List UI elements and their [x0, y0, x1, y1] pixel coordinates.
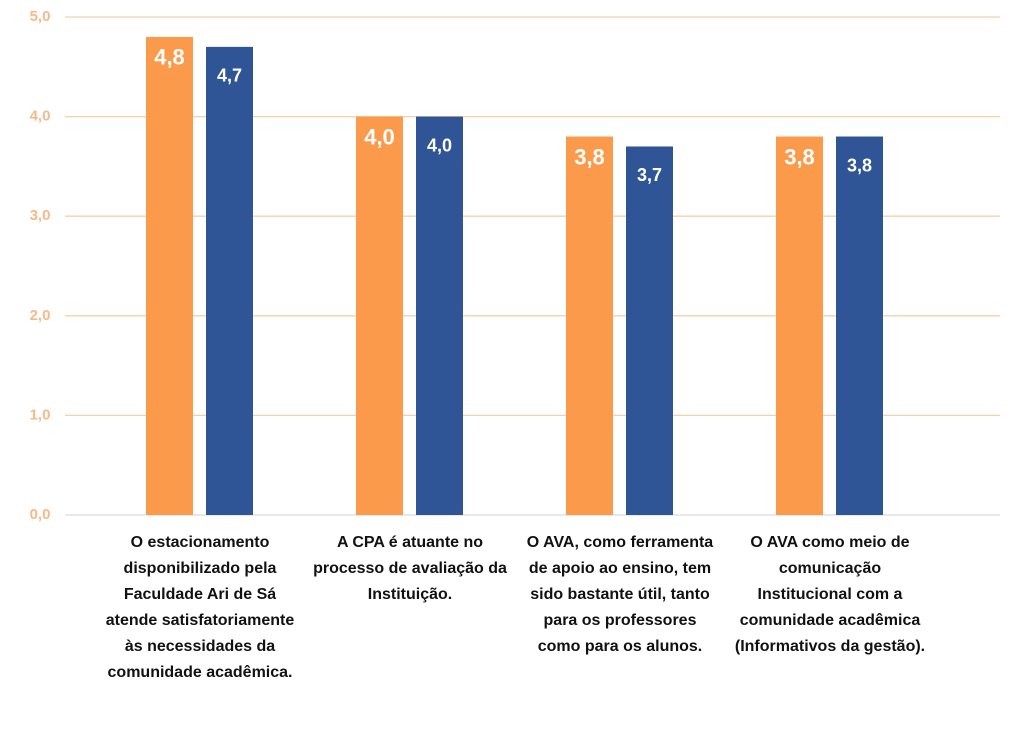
value-label: 4,8: [154, 45, 185, 70]
x-tick-label: O AVA como meio de comunicação Instituci…: [734, 534, 926, 655]
value-label: 3,7: [637, 165, 662, 185]
bar: [356, 116, 403, 515]
value-label: 4,0: [364, 124, 395, 149]
y-tick-label: 0,0: [30, 506, 51, 523]
bar: [416, 116, 463, 515]
bar: [566, 136, 613, 515]
x-tick-label: O AVA, como ferramenta de apoio ao ensin…: [526, 534, 714, 655]
x-tick-label: O estacionamento disponibilizado pela Fa…: [105, 534, 295, 681]
bar: [626, 146, 673, 516]
chart: 0,0 1,0 2,0 3,0 4,0 5,0 4,8 4,7 4,0 4,0 3,8 3,7 3,8 3…: [30, 8, 1000, 523]
y-tick-label: 5,0: [30, 8, 51, 25]
y-tick-label: 3,0: [30, 207, 51, 224]
y-tick-label: 4,0: [30, 108, 51, 125]
y-tick-label: 1,0: [30, 406, 51, 423]
x-tick-label: A CPA é atuante no processo de avaliação…: [313, 534, 507, 603]
bar: [206, 46, 253, 515]
value-label: 4,7: [217, 66, 242, 86]
bar: [776, 136, 823, 515]
bar: [836, 136, 883, 515]
y-tick-label: 2,0: [30, 307, 51, 324]
value-label: 4,0: [427, 135, 452, 155]
value-label: 3,8: [847, 155, 872, 175]
bar: [146, 36, 193, 516]
value-label: 3,8: [574, 144, 605, 169]
value-label: 3,8: [784, 144, 815, 169]
